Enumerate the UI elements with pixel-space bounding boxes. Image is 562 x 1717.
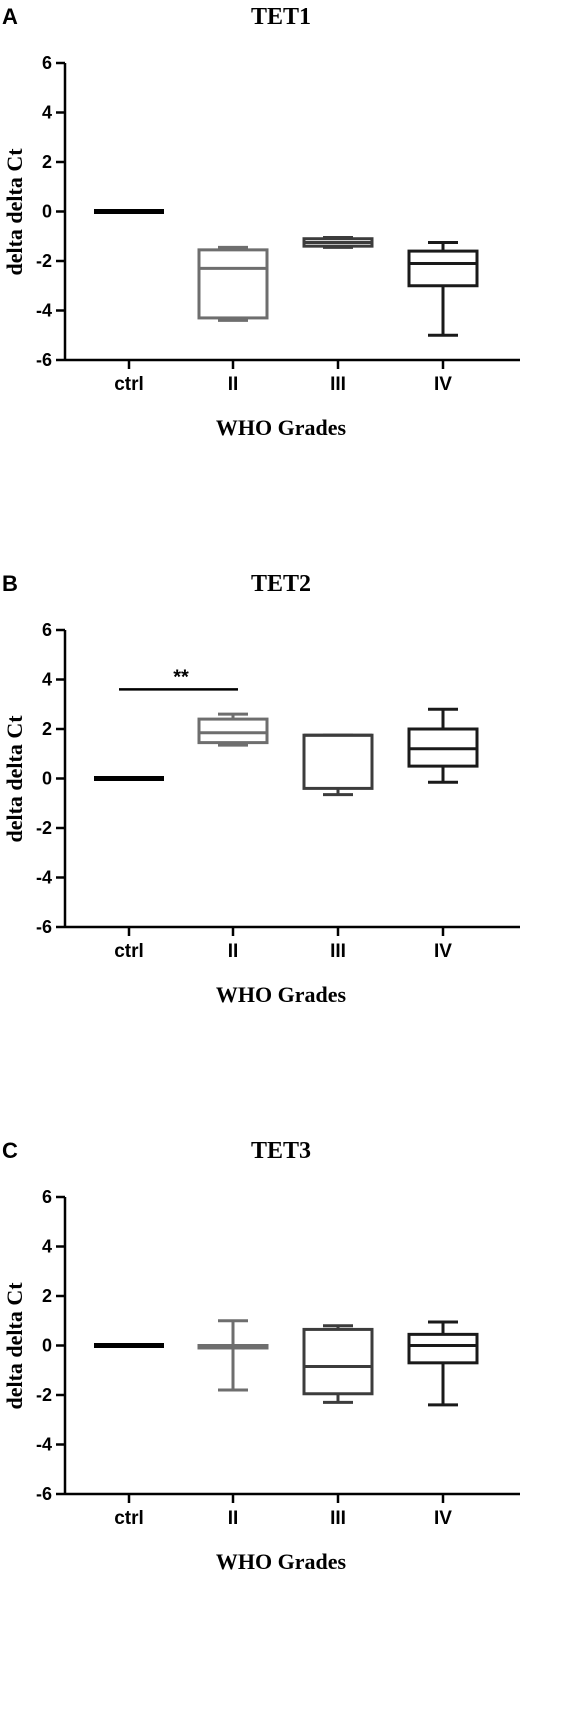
iqr-box bbox=[302, 1327, 374, 1396]
box-IV bbox=[407, 707, 479, 784]
y-axis-label: delta delta Ct bbox=[2, 148, 27, 276]
iqr-box bbox=[197, 717, 269, 745]
panel-tet3: C TET3 delta delta Ct WHO Grades 6 4 2 0 -2 -… bbox=[0, 1134, 562, 1694]
y-tick-label: 0 bbox=[42, 202, 52, 222]
iqr-box bbox=[407, 1332, 479, 1365]
x-tick-label: III bbox=[330, 374, 346, 395]
y-tick-label: 4 bbox=[42, 670, 52, 690]
x-tick-label: III bbox=[330, 941, 346, 962]
chart-title: TET1 bbox=[251, 4, 311, 30]
panel-letter: A bbox=[2, 4, 18, 29]
box-plot-tet1: A TET1 delta delta Ct WHO Grades 6 4 2 0 -2 -… bbox=[2, 4, 520, 440]
box-III bbox=[302, 733, 374, 797]
y-tick-label: -4 bbox=[36, 868, 52, 888]
significance-label: ** bbox=[173, 666, 189, 688]
box-II bbox=[197, 1319, 269, 1392]
y-axis-label: delta delta Ct bbox=[2, 715, 27, 843]
y-tick-label: -6 bbox=[36, 350, 52, 370]
x-tick-label: II bbox=[228, 374, 239, 395]
y-tick-label: 6 bbox=[42, 1187, 52, 1207]
x-tick-label: II bbox=[228, 1508, 239, 1529]
y-tick-label: -4 bbox=[36, 1435, 52, 1455]
box-IV bbox=[407, 240, 479, 337]
y-tick-label: -2 bbox=[36, 1385, 52, 1405]
iqr-box bbox=[302, 733, 374, 790]
x-tick-label: III bbox=[330, 1508, 346, 1529]
y-tick-label: 2 bbox=[42, 152, 52, 172]
y-tick-label: 6 bbox=[42, 620, 52, 640]
y-tick-label: -6 bbox=[36, 1484, 52, 1504]
iqr-box bbox=[197, 248, 269, 320]
x-tick-label: II bbox=[228, 941, 239, 962]
box-III bbox=[302, 235, 374, 249]
chart-title: TET2 bbox=[251, 571, 311, 597]
panel-tet1: A TET1 delta delta Ct WHO Grades 6 4 2 0 -2 -… bbox=[0, 0, 562, 560]
y-tick-label: 6 bbox=[42, 53, 52, 73]
box-III bbox=[302, 1324, 374, 1404]
x-tick-label: IV bbox=[434, 941, 452, 962]
x-tick-label: ctrl bbox=[114, 1508, 144, 1529]
y-tick-label: -2 bbox=[36, 251, 52, 271]
panel-letter: C bbox=[2, 1138, 18, 1163]
box-II bbox=[197, 712, 269, 747]
x-tick-label: ctrl bbox=[114, 941, 144, 962]
y-tick-label: 0 bbox=[42, 769, 52, 789]
box-plot-tet2: B TET2 delta delta Ct WHO Grades 6 4 2 0 -2 -… bbox=[2, 571, 520, 1007]
x-axis-label: WHO Grades bbox=[216, 415, 347, 440]
x-axis-label: WHO Grades bbox=[216, 1549, 347, 1574]
box-plot-tet3: C TET3 delta delta Ct WHO Grades 6 4 2 0 -2 -… bbox=[2, 1138, 520, 1574]
x-axis-label: WHO Grades bbox=[216, 982, 347, 1007]
iqr-box bbox=[407, 249, 479, 288]
panel-tet2: B TET2 delta delta Ct WHO Grades 6 4 2 0 -2 -… bbox=[0, 567, 562, 1127]
chart-title: TET3 bbox=[251, 1138, 311, 1164]
box-IV bbox=[407, 1320, 479, 1407]
x-tick-label: ctrl bbox=[114, 374, 144, 395]
y-tick-label: -6 bbox=[36, 917, 52, 937]
y-tick-label: -2 bbox=[36, 818, 52, 838]
y-axis-label: delta delta Ct bbox=[2, 1282, 27, 1410]
y-tick-label: -4 bbox=[36, 301, 52, 321]
y-tick-label: 2 bbox=[42, 1286, 52, 1306]
x-tick-label: IV bbox=[434, 374, 452, 395]
box-II bbox=[197, 245, 269, 322]
y-tick-label: 4 bbox=[42, 1237, 52, 1257]
y-tick-label: 0 bbox=[42, 1336, 52, 1356]
x-tick-label: IV bbox=[434, 1508, 452, 1529]
panel-letter: B bbox=[2, 571, 18, 596]
y-tick-label: 2 bbox=[42, 719, 52, 739]
y-tick-label: 4 bbox=[42, 103, 52, 123]
